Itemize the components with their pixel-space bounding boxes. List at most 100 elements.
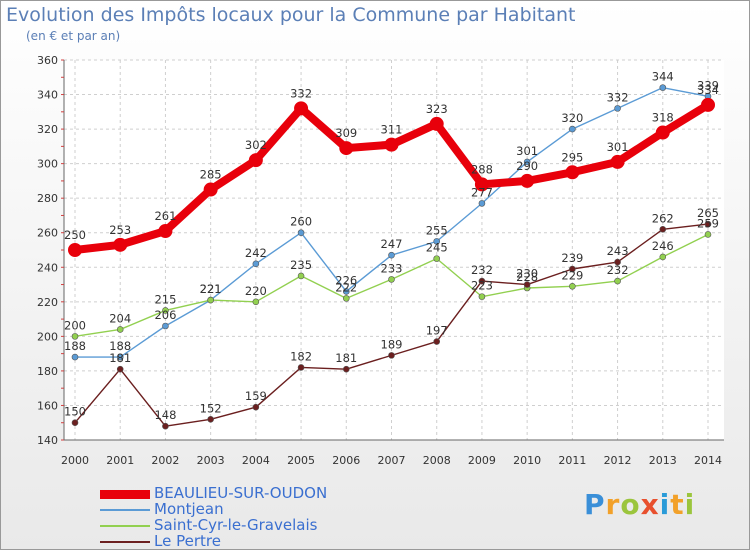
x-tick-label: 2007 bbox=[378, 454, 406, 467]
series-point-1 bbox=[478, 200, 486, 207]
series-point-1 bbox=[433, 238, 441, 245]
data-label-2: 228 bbox=[516, 270, 538, 284]
series-point-1 bbox=[162, 322, 169, 330]
legend-label: Montjean bbox=[154, 500, 224, 518]
x-tick-label: 2004 bbox=[242, 454, 270, 467]
series-point-1 bbox=[569, 125, 576, 133]
data-label-1: 206 bbox=[154, 308, 176, 322]
x-tick-label: 2006 bbox=[332, 454, 360, 467]
series-point-2 bbox=[659, 253, 667, 261]
x-tick-label: 2001 bbox=[106, 454, 134, 467]
data-label-1: 221 bbox=[200, 282, 222, 296]
data-label-1: 188 bbox=[109, 339, 131, 353]
y-tick-label: 340 bbox=[37, 89, 58, 102]
logo-letter: o bbox=[620, 488, 641, 521]
logo-letter: i bbox=[659, 488, 671, 521]
data-label-0: 323 bbox=[426, 102, 448, 116]
x-tick-label: 2014 bbox=[694, 454, 722, 467]
data-label-3: 182 bbox=[290, 349, 312, 363]
data-label-3: 197 bbox=[426, 324, 448, 338]
series-point-0 bbox=[655, 125, 670, 140]
data-label-3: 265 bbox=[697, 206, 719, 220]
plot-area bbox=[64, 60, 724, 440]
data-label-0: 332 bbox=[290, 86, 312, 100]
series-point-3 bbox=[252, 403, 260, 411]
series-point-3 bbox=[523, 281, 531, 288]
data-label-0: 334 bbox=[697, 83, 719, 97]
series-point-2 bbox=[252, 298, 260, 306]
data-label-3: 239 bbox=[561, 251, 583, 265]
series-point-1 bbox=[116, 353, 124, 361]
logo-letter: i bbox=[684, 488, 696, 521]
data-label-0: 311 bbox=[381, 123, 403, 137]
logo-letter: r bbox=[605, 488, 621, 521]
y-tick-label: 320 bbox=[37, 123, 58, 136]
series-point-1 bbox=[659, 84, 667, 91]
series-point-0 bbox=[68, 243, 82, 257]
series-point-3 bbox=[207, 415, 214, 423]
series-point-0 bbox=[158, 224, 173, 238]
data-label-2: 204 bbox=[109, 311, 131, 325]
x-tick-label: 2011 bbox=[558, 454, 586, 467]
legend-swatch bbox=[100, 541, 150, 543]
data-label-2: 233 bbox=[381, 261, 403, 275]
series-point-2 bbox=[207, 296, 214, 304]
series-point-3 bbox=[71, 419, 79, 427]
series-point-2 bbox=[388, 276, 395, 283]
series-point-2 bbox=[71, 333, 79, 340]
series-point-3 bbox=[388, 352, 395, 359]
series-point-0 bbox=[701, 97, 715, 112]
series-point-3 bbox=[659, 225, 667, 233]
y-tick-label: 300 bbox=[37, 158, 58, 171]
data-label-0: 285 bbox=[200, 168, 222, 182]
series-point-1 bbox=[342, 288, 350, 295]
series-point-3 bbox=[569, 265, 576, 273]
series-point-1 bbox=[523, 158, 531, 166]
data-label-0: 318 bbox=[652, 111, 674, 125]
data-label-1: 344 bbox=[652, 70, 674, 84]
series-point-2 bbox=[116, 326, 124, 333]
data-label-1: 339 bbox=[697, 78, 719, 92]
data-label-3: 148 bbox=[154, 408, 176, 422]
x-tick-label: 2012 bbox=[604, 454, 632, 467]
data-label-3: 181 bbox=[335, 351, 357, 365]
series-point-2 bbox=[162, 307, 169, 314]
y-tick-label: 360 bbox=[37, 54, 58, 67]
chart-title: Evolution des Impôts locaux pour la Comm… bbox=[6, 4, 576, 26]
data-label-3: 232 bbox=[471, 263, 493, 277]
data-label-0: 309 bbox=[335, 126, 357, 140]
data-label-0: 301 bbox=[607, 140, 629, 154]
series-point-0 bbox=[565, 165, 580, 180]
data-label-0: 302 bbox=[245, 138, 267, 152]
y-tick-label: 160 bbox=[37, 399, 58, 412]
logo-letter: x bbox=[640, 488, 660, 521]
y-tick-label: 200 bbox=[37, 330, 58, 343]
series-point-1 bbox=[388, 251, 395, 259]
series-point-0 bbox=[474, 177, 489, 192]
legend-swatch bbox=[100, 490, 150, 499]
y-tick-label: 260 bbox=[37, 227, 58, 240]
data-label-2: 232 bbox=[607, 263, 629, 277]
legend-swatch bbox=[100, 525, 150, 527]
data-label-0: 295 bbox=[561, 150, 583, 164]
data-label-1: 188 bbox=[64, 339, 86, 353]
data-label-2: 246 bbox=[652, 239, 674, 253]
legend-label: BEAULIEU-SUR-OUDON bbox=[154, 484, 328, 502]
data-label-0: 250 bbox=[64, 228, 86, 242]
proxiti-logo: Proxiti bbox=[584, 488, 695, 521]
data-label-3: 159 bbox=[245, 389, 267, 403]
chart-subtitle: (en € et par an) bbox=[26, 29, 121, 43]
series-point-1 bbox=[71, 353, 79, 361]
data-label-1: 242 bbox=[245, 246, 267, 260]
data-label-2: 223 bbox=[471, 279, 493, 293]
data-label-0: 288 bbox=[471, 162, 493, 176]
logo-letter: P bbox=[584, 488, 606, 521]
data-label-0: 261 bbox=[154, 209, 176, 223]
series-point-2 bbox=[569, 282, 576, 290]
data-label-3: 262 bbox=[652, 211, 674, 225]
data-label-2: 200 bbox=[64, 318, 86, 332]
data-label-2: 235 bbox=[290, 258, 312, 272]
series-point-3 bbox=[116, 365, 124, 373]
data-label-2: 221 bbox=[200, 282, 222, 296]
